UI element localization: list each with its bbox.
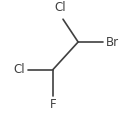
Text: Cl: Cl	[55, 1, 66, 14]
Text: Cl: Cl	[14, 63, 25, 76]
Text: Br: Br	[106, 36, 119, 48]
Text: F: F	[50, 98, 56, 111]
